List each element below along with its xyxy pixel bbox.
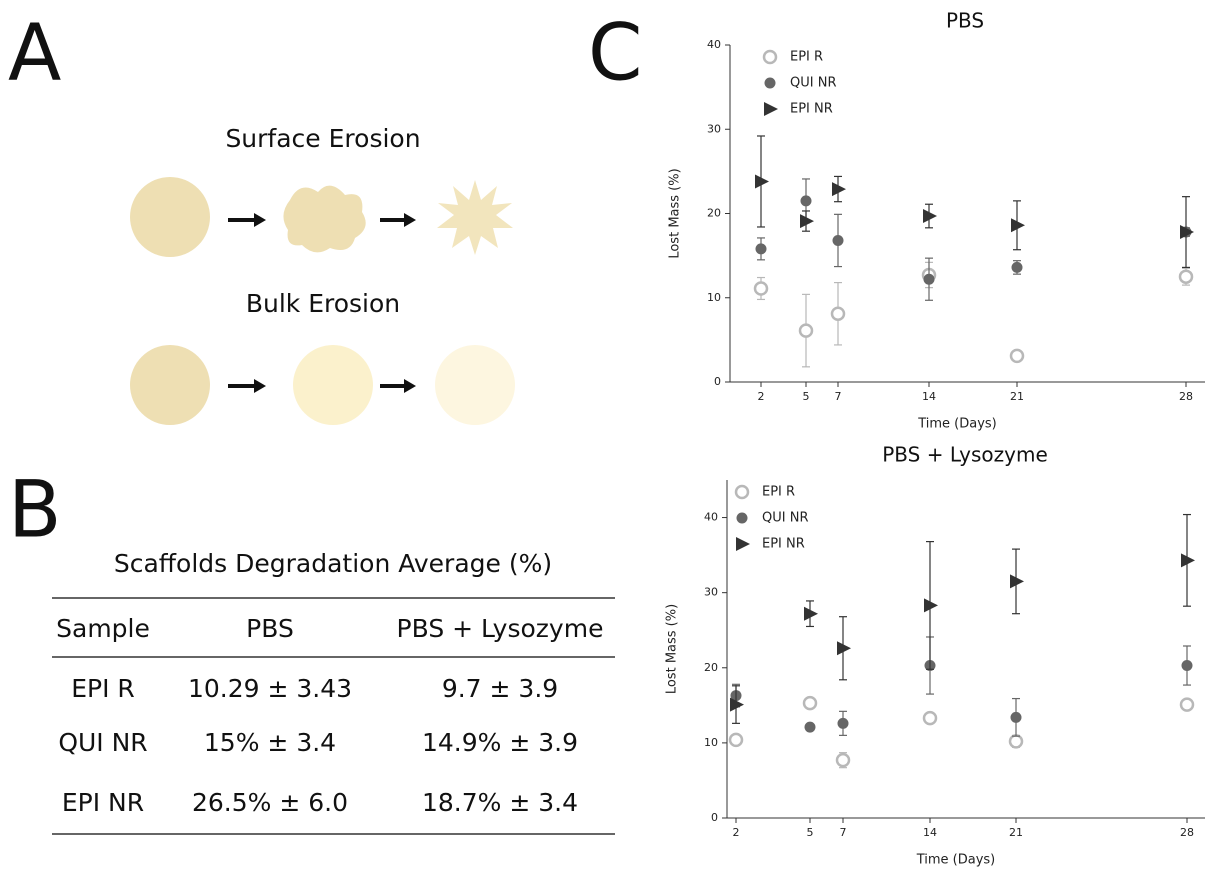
table-header: Sample: [56, 614, 150, 643]
point: [1011, 261, 1023, 273]
legend-label: EPI NR: [762, 537, 805, 552]
point: [734, 484, 750, 500]
table-cell: 9.7 ± 3.9: [442, 674, 558, 703]
x-axis-title: Time (Days): [917, 417, 997, 432]
panel-label: B: [8, 465, 62, 555]
y-tick-label: 40: [704, 511, 718, 524]
chart-title: PBS: [946, 9, 984, 33]
point: [730, 697, 744, 712]
table-cell: 10.29 ± 3.43: [188, 674, 352, 703]
x-tick-label: 14: [923, 826, 937, 839]
point: [835, 752, 851, 768]
x-tick-label: 14: [922, 390, 936, 403]
diagram-title: Surface Erosion: [225, 124, 420, 153]
point: [802, 695, 818, 711]
point: [800, 214, 814, 229]
panel-label: C: [588, 8, 642, 98]
table-header: PBS + Lysozyme: [397, 614, 604, 643]
table-cell: EPI R: [71, 674, 135, 703]
panel-label: A: [8, 8, 61, 98]
point: [755, 174, 769, 189]
x-tick-label: 21: [1009, 826, 1023, 839]
y-tick-label: 20: [707, 207, 721, 220]
y-axis-title: Lost Mass (%): [665, 604, 680, 694]
table-cell: 14.9% ± 3.9: [422, 728, 578, 757]
point: [753, 281, 769, 296]
table: Sample PBS PBS + Lysozyme EPI R 10.29 ± 3.43…: [56, 614, 603, 817]
table-title: Scaffolds Degradation Average (%): [114, 549, 552, 578]
point: [830, 306, 846, 322]
point: [804, 721, 816, 733]
point: [923, 209, 937, 224]
point: [1010, 574, 1024, 589]
diagram-title: Bulk Erosion: [246, 289, 400, 318]
point: [832, 234, 844, 246]
legend-label: EPI R: [762, 485, 795, 500]
point: [728, 732, 744, 748]
point: [1009, 348, 1025, 364]
table-cell: 18.7% ± 3.4: [422, 788, 578, 817]
point: [1181, 660, 1193, 672]
point: [1178, 269, 1194, 284]
x-tick-label: 7: [840, 826, 847, 839]
point: [762, 49, 778, 65]
table-cell: QUI NR: [58, 728, 147, 757]
point: [832, 182, 846, 197]
x-tick-label: 5: [803, 390, 810, 403]
y-tick-label: 0: [711, 811, 718, 824]
table-cell: 26.5% ± 6.0: [192, 788, 348, 817]
legend-label: QUI NR: [762, 511, 808, 526]
x-tick-label: 2: [733, 826, 740, 839]
point: [1008, 734, 1024, 749]
point: [1179, 697, 1195, 712]
point: [804, 606, 818, 621]
x-tick-label: 28: [1179, 390, 1193, 403]
legend-label: QUI NR: [790, 76, 836, 91]
point: [922, 710, 938, 726]
table-rules: [52, 597, 615, 835]
chart: PBS 0 10 20 30 40 2 5 7 14 21 28 Time (Days) Lost Mas…: [668, 9, 1205, 432]
point: [736, 537, 750, 551]
x-tick-label: 21: [1010, 390, 1024, 403]
legend-label: EPI R: [790, 50, 823, 65]
point: [1010, 711, 1022, 723]
y-tick-label: 0: [714, 375, 721, 388]
x-axis-title: Time (Days): [916, 853, 996, 868]
y-tick-label: 30: [704, 586, 718, 599]
chart-title: PBS + Lysozyme: [882, 443, 1048, 467]
diagram-shapes: [130, 177, 515, 425]
y-tick-label: 30: [707, 122, 721, 135]
y-axis-title: Lost Mass (%): [668, 168, 683, 258]
legend-label: EPI NR: [790, 102, 833, 117]
y-tick-label: 10: [704, 736, 718, 749]
point: [1181, 553, 1195, 568]
x-tick-label: 2: [758, 390, 765, 403]
point: [798, 323, 814, 338]
x-tick-label: 5: [807, 826, 814, 839]
y-tick-label: 20: [704, 661, 718, 674]
point: [837, 641, 851, 656]
point: [764, 77, 776, 89]
point: [755, 243, 767, 255]
y-tick-label: 40: [707, 38, 721, 51]
point: [1180, 225, 1194, 240]
point: [923, 273, 935, 285]
point: [764, 102, 778, 116]
point: [800, 195, 812, 207]
point: [837, 717, 849, 729]
point: [924, 598, 938, 613]
y-tick-label: 10: [707, 291, 721, 304]
point: [1011, 218, 1025, 233]
table-cell: EPI NR: [62, 788, 144, 817]
x-tick-label: 28: [1180, 826, 1194, 839]
x-tick-label: 7: [835, 390, 842, 403]
point: [736, 512, 748, 524]
chart: PBS + Lysozyme 0 10 20 30 40 2 5 7 14 21 28 Time (Da…: [665, 443, 1205, 868]
table-header: PBS: [246, 614, 294, 643]
table-cell: 15% ± 3.4: [204, 728, 336, 757]
